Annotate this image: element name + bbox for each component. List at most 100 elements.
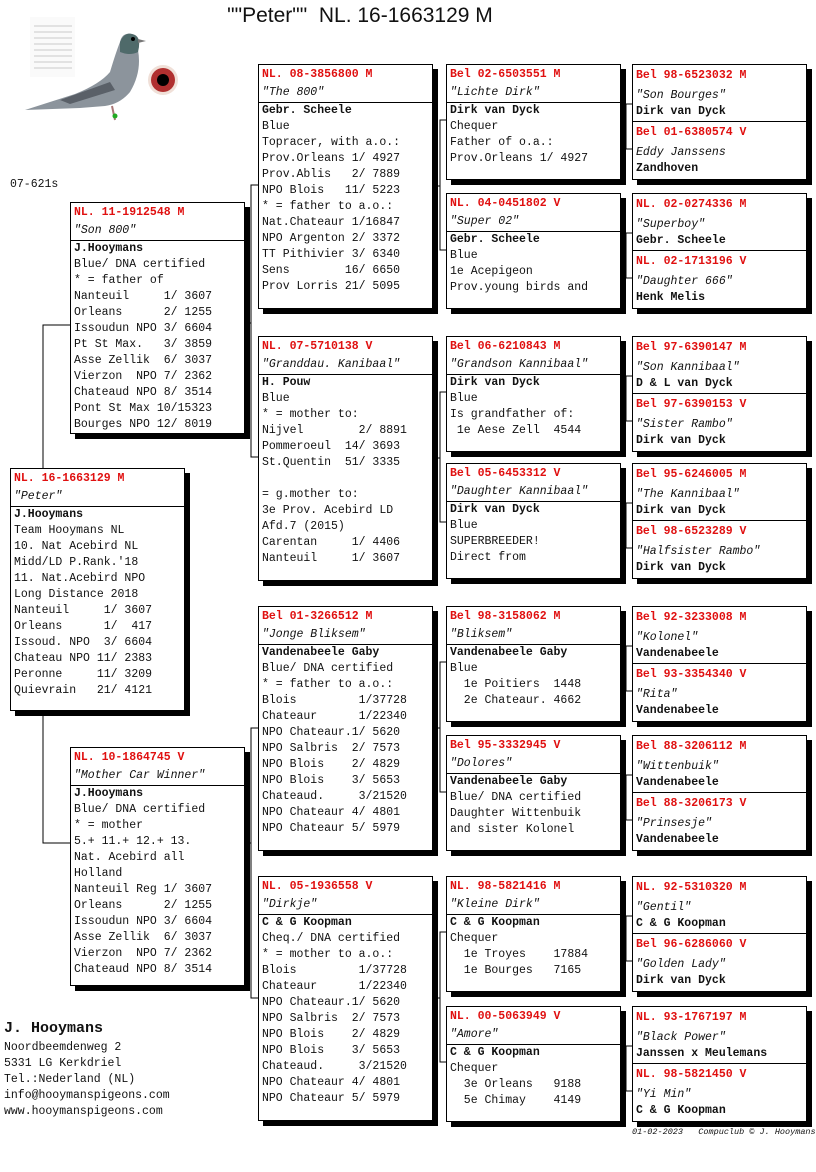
info-line: 3e Orleans 9188 <box>450 1078 582 1091</box>
pedigree-box[interactable]: NL. 05-1936558 V "Dirkje" C & G Koopman Che… <box>258 876 433 1121</box>
pedigree-box[interactable]: Bel 01-3266512 M "Jonge Bliksem" Vandenabe… <box>258 606 433 851</box>
pedigree-box[interactable]: NL. 11-1912548 M "Son 800" J.Hooymans Blue/… <box>70 202 245 434</box>
info-line: Blue/ DNA certified <box>74 803 206 816</box>
pigeon-name: "Amore" <box>450 1028 499 1041</box>
ring-number: Bel 93-3354340 V <box>636 668 747 681</box>
pedigree-box[interactable]: Bel 02-6503551 M "Lichte Dirk" Dirk van Dy… <box>446 64 621 180</box>
pedigree-box[interactable]: Bel 95-3332945 V "Dolores" Vandenabeele Ga… <box>446 735 621 851</box>
breeder: J.Hooymans <box>74 242 144 255</box>
pedigree-box-small[interactable]: Bel 95-6246005 M "The Kannibaal" Dirk van … <box>632 463 807 521</box>
breeder: Vandenabeele <box>636 647 719 660</box>
pedigree-box-small[interactable]: NL. 02-1713196 V "Daughter 666" Henk Melis <box>632 250 807 309</box>
pedigree-box[interactable]: NL. 10-1864745 V "Mother Car Winner" J.Hoo… <box>70 747 245 986</box>
box-header: Bel 01-3266512 M "Jonge Bliksem" <box>259 607 432 645</box>
pedigree-box-small[interactable]: Bel 01-6380574 V Eddy Janssens Zandhoven <box>632 121 807 180</box>
connector-line <box>625 103 632 150</box>
pedigree-box-small[interactable]: Bel 97-6390147 M "Son Kannibaal" D & L van… <box>632 336 807 394</box>
pedigree-box-small[interactable]: Bel 88-3206173 V "Prinsesje" Vandenabeele <box>632 792 807 851</box>
breeder: Vandenabeele Gaby <box>450 775 568 788</box>
info-line: Nanteuil 1/ 3607 <box>14 604 153 617</box>
info-line: * = father to a.o.: <box>262 678 394 691</box>
ring-number: Bel 92-3233008 M <box>636 611 747 624</box>
pedigree-box-small[interactable]: NL. 98-5821450 V "Yi Min" C & G Koopman <box>632 1063 807 1122</box>
ring-number: NL. 98-5821450 V <box>636 1068 747 1081</box>
connector-line <box>625 645 632 692</box>
pigeon-name: "Gentil" <box>636 901 692 914</box>
info-line: Chateaud NPO 8/ 3514 <box>74 386 213 399</box>
info-line: Blue/ DNA certified <box>262 662 394 675</box>
ring-number: Bel 98-6523289 V <box>636 525 747 538</box>
info-line: and sister Kolonel <box>450 823 575 836</box>
info-line: 1e Troyes 17884 <box>450 948 589 961</box>
pedigree-box-small[interactable]: Bel 97-6390153 V "Sister Rambo" Dirk van D… <box>632 393 807 452</box>
pigeon-name: "Super 02" <box>450 215 520 228</box>
pedigree-box[interactable]: NL. 98-5821416 M "Kleine Dirk" C & G Koopm… <box>446 876 621 992</box>
info-line: Blue <box>450 519 478 532</box>
pigeon-name: "Lichte Dirk" <box>450 86 540 99</box>
info-line: Nat.Chateaur 1/16847 <box>262 216 401 229</box>
pigeon-name: "Dirkje" <box>262 898 318 911</box>
info-line: 5.+ 11.+ 12.+ 13. <box>74 835 192 848</box>
pedigree-box[interactable]: NL. 07-5710138 V "Granddau. Kanibaal" H. P… <box>258 336 433 581</box>
connector-line <box>250 184 258 458</box>
info-line: NPO Chateaur.1/ 5620 <box>262 996 401 1009</box>
pedigree-box-small[interactable]: NL. 92-5310320 M "Gentil" C & G Koopman <box>632 876 807 934</box>
pedigree-box-small[interactable]: Bel 92-3233008 M "Kolonel" Vandenabeele <box>632 606 807 664</box>
breeder: Gebr. Scheele <box>636 234 726 247</box>
pigeon-name: "Son Kannibaal" <box>636 361 740 374</box>
breeder: Vandenabeele <box>636 833 719 846</box>
pedigree-box-small[interactable]: Bel 96-6286060 V "Golden Lady" Dirk van Dy… <box>632 933 807 992</box>
ring-number: Bel 05-6453312 V <box>450 467 561 480</box>
breeder: Zandhoven <box>636 162 699 175</box>
info-line: Bourges NPO 12/ 8019 <box>74 418 213 431</box>
pedigree-box-small[interactable]: NL. 02-0274336 M "Superboy" Gebr. Scheele <box>632 193 807 251</box>
pedigree-box[interactable]: Bel 06-6210843 M "Grandson Kannibaal" Dirk… <box>446 336 621 452</box>
info-line: NPO Blois 2/ 4829 <box>262 1028 401 1041</box>
ring-number: NL. 92-5310320 M <box>636 881 747 894</box>
info-line: Issoud. NPO 3/ 6604 <box>14 636 153 649</box>
breeder: Gebr. Scheele <box>262 104 352 117</box>
pedigree-box-small[interactable]: Bel 93-3354340 V "Rita" Vandenabeele <box>632 663 807 722</box>
pedigree-box-small[interactable]: Bel 88-3206112 M "Wittenbuik" Vandenabeele <box>632 735 807 793</box>
info-line: * = mother to: <box>262 408 359 421</box>
info-line: Nat. Acebird all <box>74 851 185 864</box>
box-header: Bel 02-6503551 M "Lichte Dirk" <box>447 65 620 103</box>
connector-line <box>625 375 632 422</box>
pigeon-name: "The 800" <box>262 86 325 99</box>
connector-line <box>250 727 258 999</box>
pedigree-box[interactable]: Bel 98-3158062 M "Bliksem" Vandenabeele Ga… <box>446 606 621 722</box>
pigeon-name: "Daughter 666" <box>636 275 733 288</box>
box-header: NL. 98-5821416 M "Kleine Dirk" <box>447 877 620 915</box>
owner-website[interactable]: www.hooymanspigeons.com <box>4 1105 163 1118</box>
pedigree-box[interactable]: Bel 05-6453312 V "Daughter Kannibaal" Dirk… <box>446 463 621 579</box>
ring-number: NL. 93-1767197 M <box>636 1011 747 1024</box>
ring-number: Bel 88-3206112 M <box>636 740 747 753</box>
box-header: NL. 16-1663129 M "Peter" <box>11 469 184 507</box>
pedigree-box-small[interactable]: Bel 98-6523289 V "Halfsister Rambo" Dirk v… <box>632 520 807 579</box>
pedigree-box[interactable]: NL. 08-3856800 M "The 800" Gebr. Scheele Bl… <box>258 64 433 309</box>
ring-number: Bel 95-6246005 M <box>636 468 747 481</box>
info-line: Quievrain 21/ 4121 <box>14 684 153 697</box>
connector-line <box>439 391 446 523</box>
info-line: Blue/ DNA certified <box>450 791 582 804</box>
info-line: Orleans 2/ 1255 <box>74 899 213 912</box>
info-line: Chequer <box>450 120 499 133</box>
info-line: NPO Blois 11/ 5223 <box>262 184 401 197</box>
info-line: Blois 1/37728 <box>262 964 407 977</box>
pedigree-box-small[interactable]: NL. 93-1767197 M "Black Power" Janssen x M… <box>632 1006 807 1064</box>
info-line: Pont St Max 10/15323 <box>74 402 213 415</box>
pedigree-box[interactable]: NL. 16-1663129 M "Peter" J.Hooymans Team Ho… <box>10 468 185 711</box>
info-line: Blue <box>262 120 290 133</box>
pedigree-box[interactable]: NL. 04-0451802 V "Super 02" Gebr. Scheele B… <box>446 193 621 309</box>
pigeon-name: "Kolonel" <box>636 631 699 644</box>
pigeon-name: Eddy Janssens <box>636 146 726 159</box>
owner-email[interactable]: info@hooymanspigeons.com <box>4 1089 170 1102</box>
pedigree-box-small[interactable]: Bel 98-6523032 M "Son Bourges" Dirk van Dy… <box>632 64 807 122</box>
pedigree-box[interactable]: NL. 00-5063949 V "Amore" C & G Koopman Cheq… <box>446 1006 621 1122</box>
info-line: 1e Aese Zell 4544 <box>450 424 582 437</box>
breeder: C & G Koopman <box>262 916 352 929</box>
info-line: Prov Lorris 21/ 5095 <box>262 280 401 293</box>
ring-number: NL. 00-5063949 V <box>450 1010 561 1023</box>
info-line: Prov.Ablis 2/ 7889 <box>262 168 401 181</box>
